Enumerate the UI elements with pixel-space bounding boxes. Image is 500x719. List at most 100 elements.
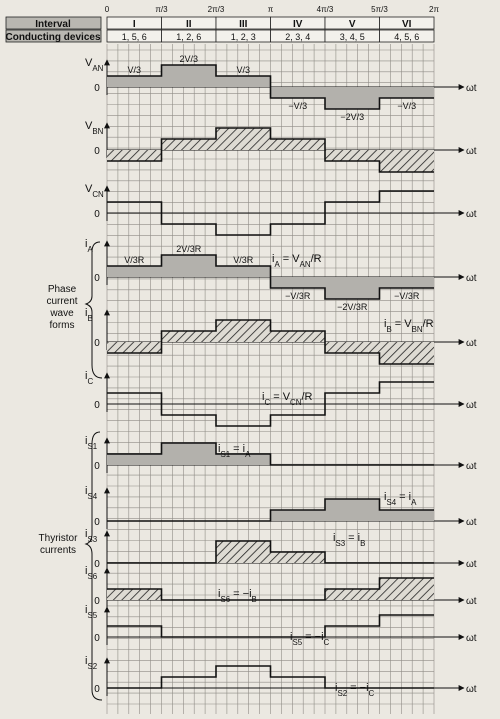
devices-list-3: 1, 2, 3: [231, 32, 256, 42]
thyristor-label-line-2: currents: [40, 545, 76, 556]
VBN-segment-fill: [161, 139, 216, 150]
iS2-formula-part: = −i: [347, 682, 368, 694]
interval-roman-6: VI: [402, 19, 412, 30]
iS4-formula-part: A: [411, 498, 417, 507]
iS4-segment-fill: [379, 510, 434, 521]
iS5-omega-t-label: ωt: [466, 633, 477, 644]
iS6-segment-fill: [379, 578, 434, 600]
header-cells: I 1, 5, 6 II 1, 2, 6 III 1, 2, 3 IV 2, 3, 4 V 3, …: [106, 16, 435, 43]
VAN-axis-label-part: V: [85, 57, 93, 69]
iC-zero-label: 0: [94, 400, 100, 411]
iS4-omega-t-label: ωt: [466, 517, 477, 528]
angle-tick-label: π: [268, 5, 274, 14]
iC-formula-part: /R: [301, 391, 312, 403]
iS6-segment-fill: [107, 589, 162, 600]
iB-segment-fill: [107, 342, 162, 353]
angle-tick-label: 4π/3: [317, 5, 334, 14]
thyristor-brace: [84, 431, 103, 701]
VCN-omega-t-label: ωt: [466, 209, 477, 220]
devices-list-5: 3, 4, 5: [340, 32, 365, 42]
iC-formula-part: C: [264, 398, 270, 407]
iS3-formula-part: i: [333, 532, 335, 544]
phase-label-line-1: Phase: [48, 284, 77, 295]
iA-formula-part: AN: [300, 260, 311, 269]
iS6-axis-label-part: S6: [87, 572, 97, 581]
angle-tick-label: 0: [105, 5, 110, 14]
iS6-axis-label: iS6: [85, 565, 98, 581]
iS3-waveform-line: [107, 540, 434, 564]
interval-roman-3: III: [239, 19, 248, 30]
iS1-axis-label: iS1: [85, 435, 98, 451]
iS6-formula-part: i: [218, 588, 220, 600]
iS3-segment-fill: [270, 552, 325, 563]
iS4-axis-label-part: i: [85, 485, 87, 497]
iS1-formula-part: = i: [230, 443, 245, 455]
VBN-axis-label-part: V: [85, 120, 93, 132]
VBN-segment-fill: [270, 139, 325, 150]
iB-axis-label-part: i: [85, 307, 87, 319]
iB-segment-fill: [216, 320, 271, 342]
iS4-axis-label: iS4: [85, 485, 98, 501]
devices-list-1: 1, 5, 6: [122, 32, 147, 42]
iB-zero-label: 0: [94, 338, 100, 349]
VAN-segment-fill: [161, 65, 216, 87]
angle-labels: 0 π/3 2π/3 π 4π/3 5π/3 2π: [105, 5, 440, 14]
iS6-waveform-line: [107, 577, 434, 601]
devices-list-4: 2, 3, 4: [285, 32, 310, 42]
devices-label-cell: [5, 29, 102, 43]
VBN-segment-fill: [325, 150, 380, 161]
VBN-zero-label: 0: [94, 146, 100, 157]
iS5-axis-label-part: S5: [87, 611, 97, 620]
iS3-zero-label: 0: [94, 559, 100, 570]
iS2-formula-part: i: [335, 682, 337, 694]
iA-formula-part: /R: [311, 253, 322, 265]
VCN-waveform-line: [107, 190, 434, 236]
VAN-omega-t-label: ωt: [466, 83, 477, 94]
VBN-segment-fill: [379, 150, 434, 172]
iS6-omega-t-label: ωt: [466, 596, 477, 607]
trace-VCN: ωt 0 VCN: [85, 183, 477, 236]
VAN-zero-label: 0: [94, 83, 100, 94]
iA-segment-fill: [379, 277, 434, 288]
phase-label-line-3: wave: [49, 308, 74, 319]
VAN-segment-fill: [325, 87, 380, 109]
iA-axis-label-part: A: [87, 245, 93, 254]
interval-cell: [379, 16, 435, 30]
thyristor-label-line-1: Thyristor: [39, 533, 79, 544]
iS2-axis-label: iS2: [85, 655, 97, 671]
iA-formula: iA = VAN/R: [272, 253, 322, 269]
iS3-formula: iS3 = iB: [333, 532, 365, 548]
iS5-formula-part: i: [290, 631, 292, 643]
iS5-waveform-line: [107, 614, 434, 638]
iA-axis-label: iA: [85, 238, 93, 254]
VCN-axis-label: VCN: [85, 183, 104, 199]
iA-formula-part: = V: [280, 253, 301, 265]
iS5-formula-part: C: [324, 638, 330, 647]
iS6-formula-part: S6: [220, 595, 230, 604]
iS6-formula: iS6 = −iB: [218, 588, 257, 604]
iS2-omega-t-label: ωt: [466, 684, 477, 695]
iB-formula-part: BN: [412, 325, 423, 334]
iB-formula-part: /R: [423, 318, 434, 330]
angle-tick-label: 5π/3: [371, 5, 388, 14]
iS1-formula: iS1 = iA: [218, 443, 251, 459]
iB-axis-label: iB: [85, 307, 93, 323]
iS5-formula-part: S5: [292, 638, 302, 647]
iC-formula: iC = VCN/R: [262, 391, 313, 407]
iA-segment-fill: [325, 277, 380, 299]
iS2-formula-part: S2: [337, 689, 347, 698]
iS6-zero-label: 0: [94, 596, 100, 607]
iS3-axis-label: iS3: [85, 528, 98, 544]
iS4-formula: iS4 = iA: [384, 491, 417, 507]
iB-axis-label-part: B: [87, 314, 92, 323]
iC-axis-label-part: i: [85, 370, 87, 382]
VBN-axis-label-part: BN: [92, 127, 103, 136]
VBN-axis-label: VBN: [85, 120, 104, 136]
iS1-axis-label-part: i: [85, 435, 87, 447]
